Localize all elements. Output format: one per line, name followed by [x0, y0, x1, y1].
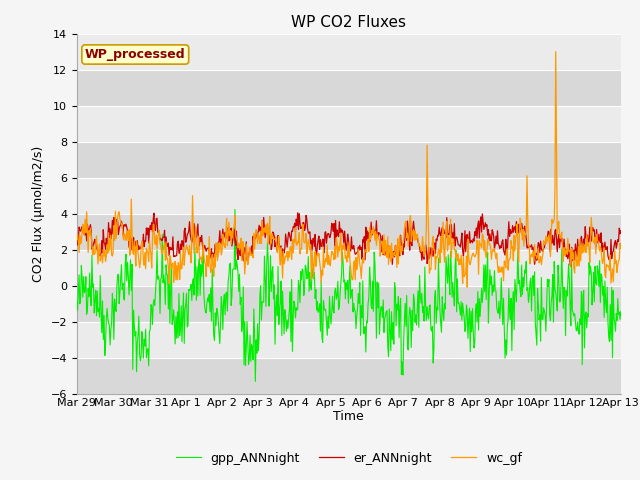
er_ANNnight	[617, 228, 625, 234]
gpp_ANNnight	[139, 340, 147, 346]
Line: er_ANNnight: er_ANNnight	[77, 213, 621, 266]
er_ANNnight	[139, 243, 147, 249]
Text: WP_processed: WP_processed	[85, 48, 186, 61]
Bar	[77, 34, 621, 70]
wc_gf	[617, 245, 625, 251]
Bar	[77, 142, 621, 178]
Bar	[77, 106, 621, 142]
wc_gf	[431, 247, 438, 253]
Line: wc_gf: wc_gf	[77, 51, 621, 287]
gpp_ANNnight	[194, 293, 202, 299]
wc_gf	[73, 237, 81, 243]
gpp_ANNnight	[223, 289, 230, 295]
X-axis label: Time: Time	[333, 410, 364, 423]
gpp_ANNnight	[617, 309, 625, 314]
Bar	[77, 358, 621, 394]
Bar	[77, 214, 621, 250]
er_ANNnight	[83, 238, 90, 244]
wc_gf	[415, 243, 422, 249]
gpp_ANNnight	[252, 379, 259, 384]
er_ANNnight	[223, 235, 230, 240]
Title: WP CO2 Fluxes: WP CO2 Fluxes	[291, 15, 406, 30]
gpp_ANNnight	[417, 293, 424, 299]
wc_gf	[223, 216, 230, 221]
wc_gf	[552, 48, 559, 54]
Bar	[77, 250, 621, 286]
er_ANNnight	[416, 243, 424, 249]
Bar	[77, 286, 621, 322]
Legend: gpp_ANNnight, er_ANNnight, wc_gf: gpp_ANNnight, er_ANNnight, wc_gf	[171, 447, 527, 469]
gpp_ANNnight	[433, 321, 440, 326]
er_ANNnight	[194, 221, 202, 227]
er_ANNnight	[294, 210, 301, 216]
er_ANNnight	[73, 230, 81, 236]
Bar	[77, 70, 621, 106]
gpp_ANNnight	[73, 299, 81, 304]
wc_gf	[463, 284, 471, 290]
Y-axis label: CO2 Flux (μmol/m2/s): CO2 Flux (μmol/m2/s)	[32, 145, 45, 282]
wc_gf	[139, 240, 147, 246]
wc_gf	[194, 246, 202, 252]
gpp_ANNnight	[83, 312, 90, 317]
er_ANNnight	[431, 251, 439, 256]
Bar	[77, 322, 621, 358]
er_ANNnight	[567, 264, 575, 269]
Line: gpp_ANNnight: gpp_ANNnight	[77, 209, 621, 382]
Bar	[77, 178, 621, 214]
gpp_ANNnight	[231, 206, 239, 212]
wc_gf	[83, 209, 90, 215]
